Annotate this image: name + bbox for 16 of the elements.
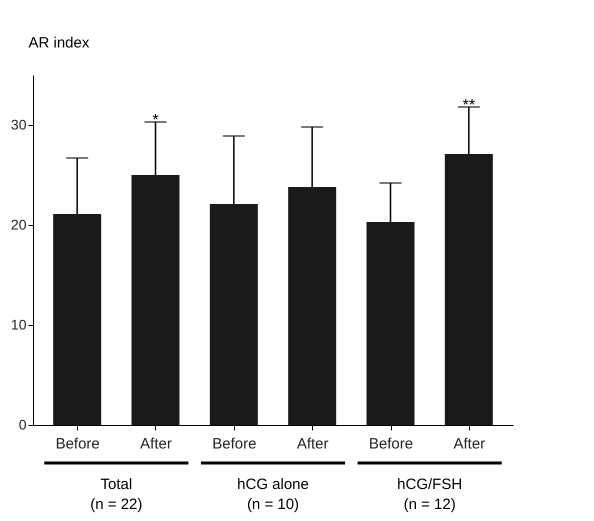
data-label: * [152,112,159,129]
y-tick-label: 30 [10,116,27,132]
y-axis-title: AR index [28,34,90,52]
text: Total (n = 22) [90,476,142,513]
y-tick-label: 0 [18,416,27,432]
data-label: ** [462,97,476,114]
x-tick-label: After [140,436,172,452]
y-tick-label: 20 [10,216,27,232]
y-tick-label: 10 [10,316,27,332]
text: hCG alone (n = 10) [237,476,309,513]
x-tick-label: After [296,436,329,452]
x-tick-label: After [453,436,486,452]
x-tick-label: Before [56,436,100,452]
x-tick-label: Before [212,436,256,452]
text: hCG/FSH (n = 12) [397,476,462,513]
x-tick-label: Before [368,436,414,452]
